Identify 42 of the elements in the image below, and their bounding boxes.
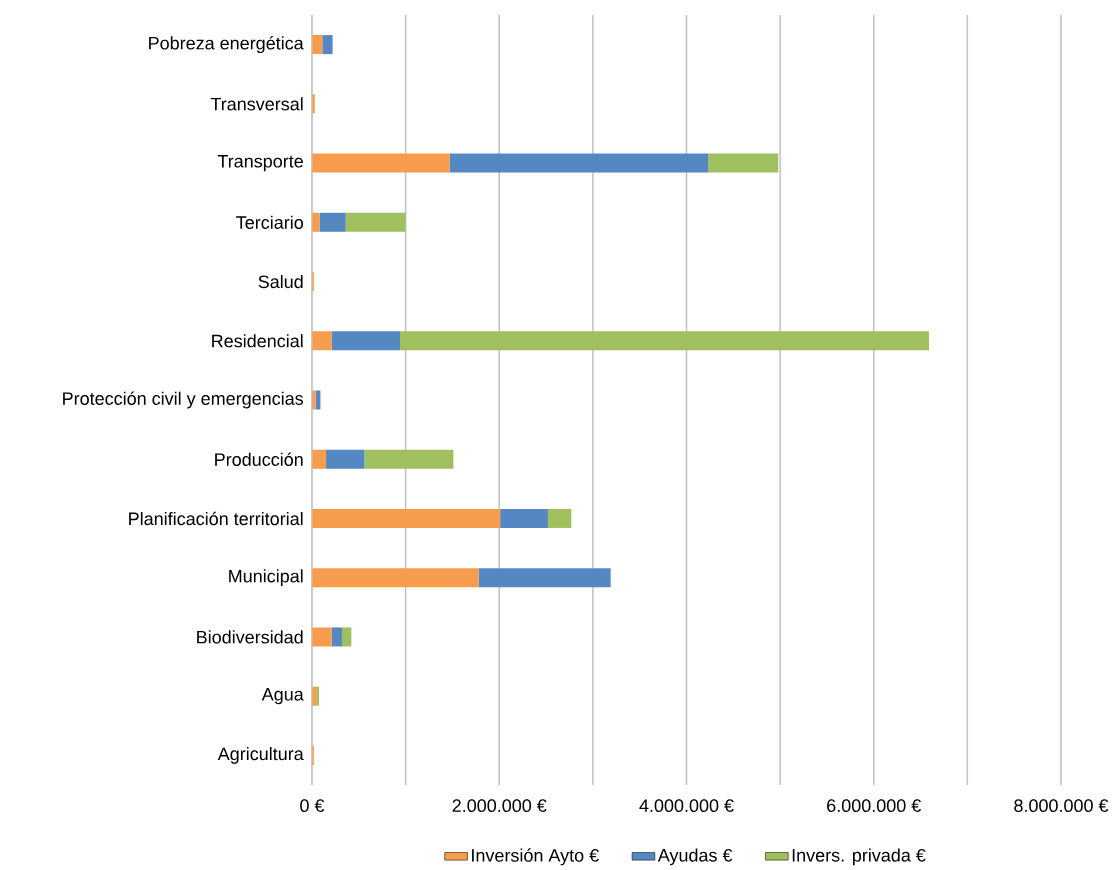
bar	[331, 331, 401, 351]
y-tick-label: Terciario	[236, 215, 303, 229]
y-tick-label: Transporte	[217, 155, 303, 172]
bar	[400, 331, 929, 351]
y-tick-label: Planificación territorial	[129, 511, 303, 526]
y-tick-label: Municipal	[229, 569, 303, 587]
x-tick-label: 4.000.000 €	[639, 799, 734, 812]
bar	[341, 627, 352, 647]
bar	[319, 212, 346, 232]
y-tick-label: Salud	[258, 274, 303, 289]
legend-label: Invers. privada €	[792, 848, 926, 866]
y-tick-label: Residencial	[212, 334, 303, 348]
bar	[322, 35, 333, 55]
x-tick-label: 0 €	[300, 799, 325, 812]
bar	[312, 508, 501, 528]
bar	[312, 449, 327, 469]
bar	[312, 331, 332, 351]
bar	[364, 449, 454, 469]
bar	[316, 686, 320, 706]
bar	[331, 627, 342, 647]
bar	[312, 627, 332, 647]
x-tick-label: 2.000.000 €	[452, 799, 547, 812]
y-tick-label: Transversal	[210, 97, 303, 111]
x-tick-label: 6.000.000 €	[827, 799, 922, 812]
bar	[547, 508, 572, 528]
bar	[312, 153, 450, 173]
y-tick-label: Agricultura	[217, 746, 304, 764]
bar	[326, 449, 365, 469]
bar	[312, 568, 479, 588]
y-tick-label: Protección civil y emergencias	[63, 391, 304, 409]
x-tick-label: 8.000.000 €	[1014, 799, 1109, 812]
bar	[478, 568, 611, 588]
bar	[708, 153, 779, 173]
bar	[500, 508, 548, 528]
legend-label: Ayudas €	[657, 848, 733, 866]
bar	[449, 153, 709, 173]
y-tick-label: Producción	[215, 452, 303, 466]
legend-label: Inversión Ayto €	[472, 848, 599, 866]
y-tick-label: Biodiversidad	[197, 630, 303, 644]
y-tick-label: Agua	[261, 688, 304, 705]
bar	[345, 212, 406, 232]
y-tick-label: Pobreza energética	[149, 36, 304, 54]
